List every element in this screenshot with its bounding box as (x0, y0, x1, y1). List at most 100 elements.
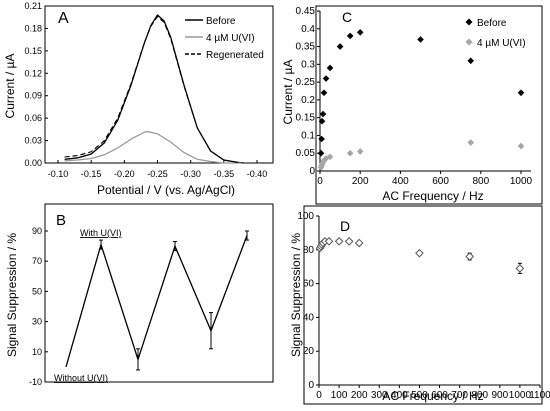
y-tick-label: 90 (32, 226, 42, 236)
panel-b-letter: B (56, 212, 66, 229)
y-tick-label: 100 (297, 211, 314, 222)
x-tick-label: 600 (432, 176, 449, 187)
legend-label: Before (206, 16, 236, 27)
x-tick-label: 0 (316, 390, 322, 401)
panel-c-letter: C (342, 9, 352, 25)
suppression-line (65, 235, 248, 368)
data-point (322, 75, 330, 82)
legend-label: 4 µM U(VI) (477, 38, 526, 49)
y-tick-label: 0.18 (24, 23, 42, 33)
y-tick-label: -10 (29, 377, 42, 387)
panel-b: B -10 10 30 50 70 90 With U(VI) Without U(VI)… (5, 203, 274, 387)
data-point (356, 29, 364, 36)
data-point (354, 238, 364, 248)
x-tick-label: 700 (451, 390, 468, 401)
data-point (326, 153, 334, 161)
legend-label: 4 µM U(VI) (206, 33, 255, 44)
data-point (318, 135, 325, 143)
legend-marker (465, 18, 473, 26)
annotation-with-uvi: With U(VI) (80, 228, 122, 238)
data-point (320, 89, 328, 97)
y-tick-label: 30 (32, 317, 42, 327)
x-tick-label: 0 (317, 176, 323, 187)
data-point (320, 157, 328, 164)
y-tick-label: 40 (303, 312, 315, 323)
y-tick-label: 0.15 (24, 46, 42, 56)
y-tick-label: 60 (303, 279, 315, 290)
data-point (415, 248, 424, 258)
x-tick-label: 800 (472, 176, 489, 187)
panel-d-xlabel: AC Frequency / Hz (382, 389, 483, 403)
y-tick-label: 0.21 (24, 1, 42, 11)
legend-label: Before (477, 18, 507, 29)
y-tick-label: 0.12 (24, 68, 42, 78)
y-tick-label: 0 (309, 166, 315, 177)
data-point (467, 57, 475, 65)
data-point (515, 264, 525, 273)
y-tick-label: 0.2 (301, 95, 315, 106)
x-tick-label: -0.10 (48, 169, 69, 179)
panel-a-frame (44, 5, 274, 164)
y-tick-label: 0 (308, 380, 314, 391)
y-tick-label: 0.3 (301, 59, 315, 70)
data-point (465, 252, 474, 261)
x-tick-label: 400 (392, 176, 409, 187)
y-tick-label: 0.09 (24, 91, 42, 101)
x-tick-label: -0.20 (114, 169, 135, 179)
panel-d-frame (303, 205, 543, 405)
panel-c-frame (315, 5, 543, 205)
x-tick-label: 400 (391, 390, 408, 401)
x-tick-label: -0.30 (180, 169, 201, 179)
x-tick-label: -0.40 (247, 169, 268, 179)
panel-c-xlabel: AC Frequency / Hz (382, 189, 483, 203)
x-tick-label: -0.15 (81, 169, 102, 179)
data-point (334, 237, 344, 246)
data-point (346, 149, 354, 157)
panel-b-ylabel: Signal Suppression / % (5, 233, 19, 357)
panel-a-ylabel: Current / µA (3, 54, 17, 119)
y-tick-label: 0.06 (24, 113, 42, 123)
y-tick-label: 10 (32, 347, 42, 357)
legend-marker (465, 38, 473, 46)
x-tick-label: 200 (352, 176, 369, 187)
data-point (322, 155, 330, 162)
panel-c-ylabel: Current / µA (281, 60, 295, 125)
data-point (336, 43, 344, 50)
y-tick-label: 0.45 (296, 6, 316, 17)
y-tick-label: 70 (32, 256, 42, 266)
x-tick-label: 200 (351, 390, 368, 401)
y-tick-label: 0.03 (24, 136, 42, 146)
y-tick-label: 0.35 (296, 42, 316, 53)
data-point (467, 139, 475, 146)
panel-a-letter: A (58, 10, 69, 27)
data-point (356, 148, 364, 155)
x-tick-label: -0.35 (214, 169, 235, 179)
data-point (324, 237, 334, 246)
y-tick-label: 0.00 (24, 158, 42, 168)
y-tick-label: 0.15 (296, 113, 316, 124)
panel-a-xlabel: Potential / V (vs. Ag/AgCl) (97, 183, 235, 197)
y-tick-label: 0.25 (296, 77, 316, 88)
legend-label: Regenerated (206, 50, 264, 61)
x-tick-label: 500 (411, 390, 428, 401)
y-tick-label: 0.1 (301, 130, 315, 141)
series-line-4-m-u-vi- (64, 130, 244, 164)
x-tick-label: 1000 (510, 176, 533, 187)
x-tick-label: 300 (371, 390, 388, 401)
panel-b-frame (44, 203, 274, 383)
data-point (318, 117, 326, 125)
panel-a: A 0.00 0.03 0.06 0.09 0.12 0.15 0.18 0.21 -0.10… (3, 1, 274, 197)
data-point (517, 89, 525, 97)
panel-d-ylabel: Signal Suppression / % (289, 233, 303, 357)
y-tick-label: 0.05 (296, 148, 316, 159)
x-tick-label: 1000 (509, 390, 532, 401)
data-point (317, 149, 325, 157)
y-tick-label: 80 (303, 245, 315, 256)
y-tick-label: 50 (32, 286, 42, 296)
x-tick-label: 100 (331, 390, 348, 401)
series-line-regenerated (64, 15, 244, 164)
data-point (326, 64, 334, 72)
data-point (346, 32, 354, 40)
